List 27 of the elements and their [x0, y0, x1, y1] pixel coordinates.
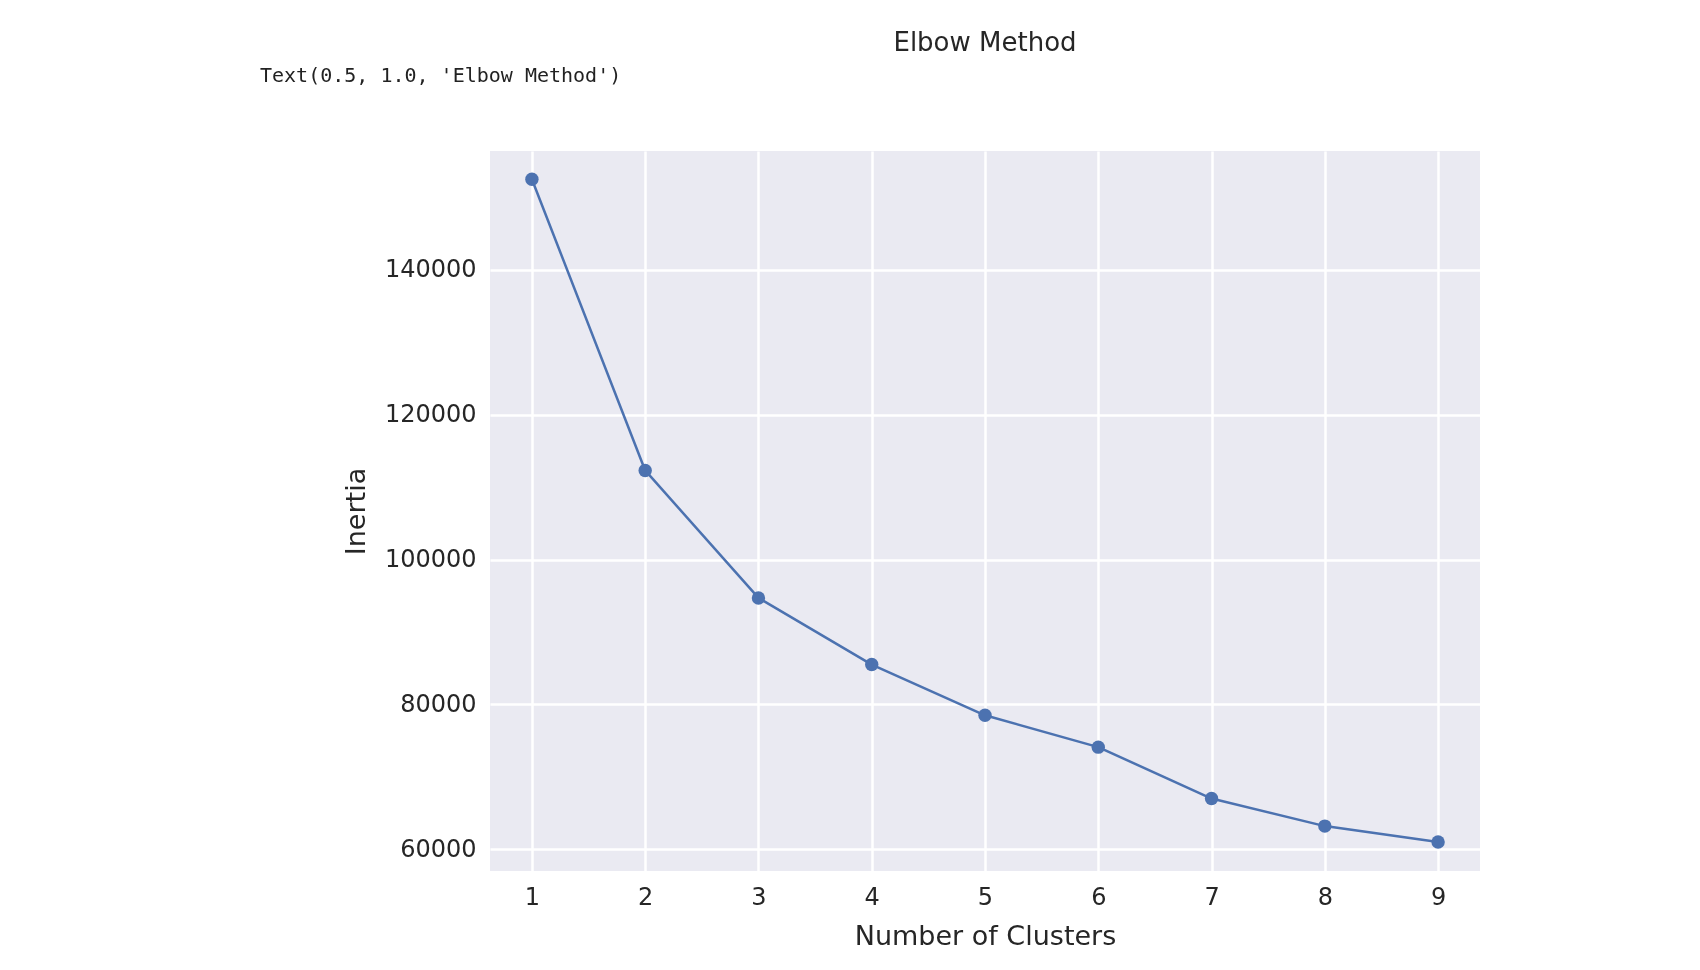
y-tick-label: 140000 [384, 255, 477, 284]
y-tick-label: 60000 [400, 834, 477, 863]
x-tick-label: 2 [638, 882, 654, 911]
point [978, 708, 992, 722]
y-tick-label: 120000 [384, 400, 477, 429]
point [1204, 791, 1219, 806]
x-axis-title: Number of Clusters [854, 919, 1117, 951]
y-axis-title: Inertia [339, 467, 371, 556]
point [751, 591, 766, 605]
point [1091, 740, 1105, 754]
x-tick-label: 8 [1317, 882, 1333, 911]
x-tick-label: 1 [524, 882, 541, 911]
point [1318, 819, 1332, 833]
x-tick-label: 7 [1204, 882, 1220, 911]
x-tick-label: 9 [1430, 882, 1447, 911]
point [525, 172, 539, 186]
x-tick-label: 3 [751, 882, 767, 911]
point [638, 463, 652, 478]
y-tick-label: 100000 [384, 545, 477, 574]
chart-title: Elbow Method [893, 27, 1077, 57]
y-tick-label: 80000 [400, 689, 477, 718]
x-tick-label: 5 [977, 882, 994, 911]
point [1431, 835, 1445, 849]
x-tick-label: 6 [1091, 882, 1107, 911]
text: Text(0.5, 1.0, 'Elbow Method') [260, 63, 622, 87]
point [865, 657, 879, 672]
x-tick-label: 4 [864, 882, 880, 911]
